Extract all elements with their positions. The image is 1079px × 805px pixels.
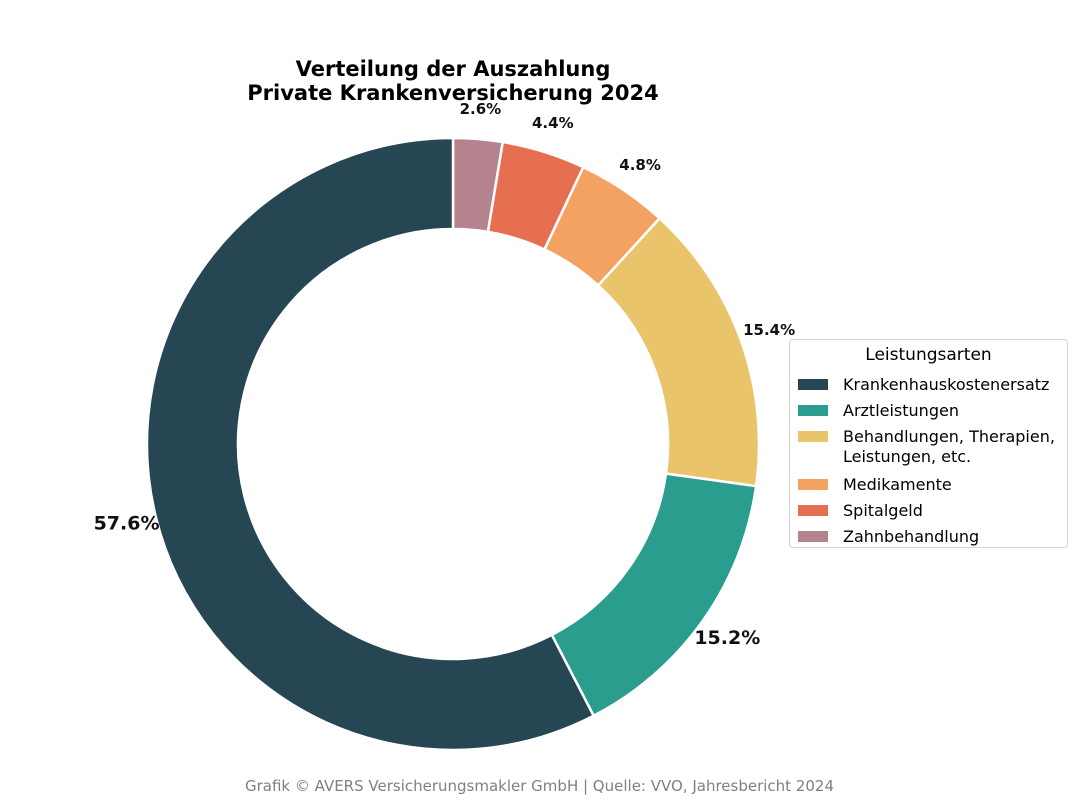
legend-label: Arztleistungen bbox=[843, 401, 959, 420]
legend-swatch bbox=[798, 479, 828, 490]
legend-title: Leistungsarten bbox=[865, 345, 992, 365]
legend-label: Spitalgeld bbox=[843, 501, 923, 520]
pct-label-zahnbehandlung: 2.6% bbox=[460, 100, 502, 118]
legend-swatch bbox=[798, 379, 828, 390]
pct-label-medikamente: 4.8% bbox=[619, 156, 661, 174]
pct-label-spitalgeld: 4.4% bbox=[532, 114, 574, 132]
legend-swatch bbox=[798, 431, 828, 442]
pct-label-arztleistungen: 15.2% bbox=[694, 627, 760, 649]
pct-label-behandlungen: 15.4% bbox=[743, 321, 795, 339]
legend-swatch bbox=[798, 405, 828, 416]
percentage-labels: 2.6% 4.4% 4.8% 15.4% 15.2% 57.6% bbox=[94, 100, 796, 649]
legend: Leistungsarten Krankenhauskostenersatz Ar… bbox=[789, 339, 1068, 548]
legend-swatch bbox=[798, 531, 828, 542]
slice-behandlungen-therapien-leistungen-etc bbox=[596, 216, 761, 488]
footer-credit: Grafik © AVERS Versicherungsmakler GmbH … bbox=[244, 777, 835, 795]
pct-label-krankenhauskostenersatz: 57.6% bbox=[94, 512, 160, 534]
legend-label: Medikamente bbox=[843, 475, 952, 494]
legend-label: Behandlungen, Therapien, Leistungen, etc. bbox=[843, 427, 1055, 466]
chart-title-line-2: Private Krankenversicherung 2024 bbox=[247, 81, 658, 105]
donut-slices bbox=[145, 136, 761, 752]
legend-label: Zahnbehandlung bbox=[843, 527, 980, 546]
slice-arztleistungen bbox=[550, 472, 758, 718]
slice-krankenhauskostenersatz bbox=[145, 136, 596, 752]
legend-label: Krankenhauskostenersatz bbox=[843, 375, 1050, 394]
chart-title-line-1: Verteilung der Auszahlung bbox=[296, 57, 611, 81]
legend-swatch bbox=[798, 505, 828, 516]
